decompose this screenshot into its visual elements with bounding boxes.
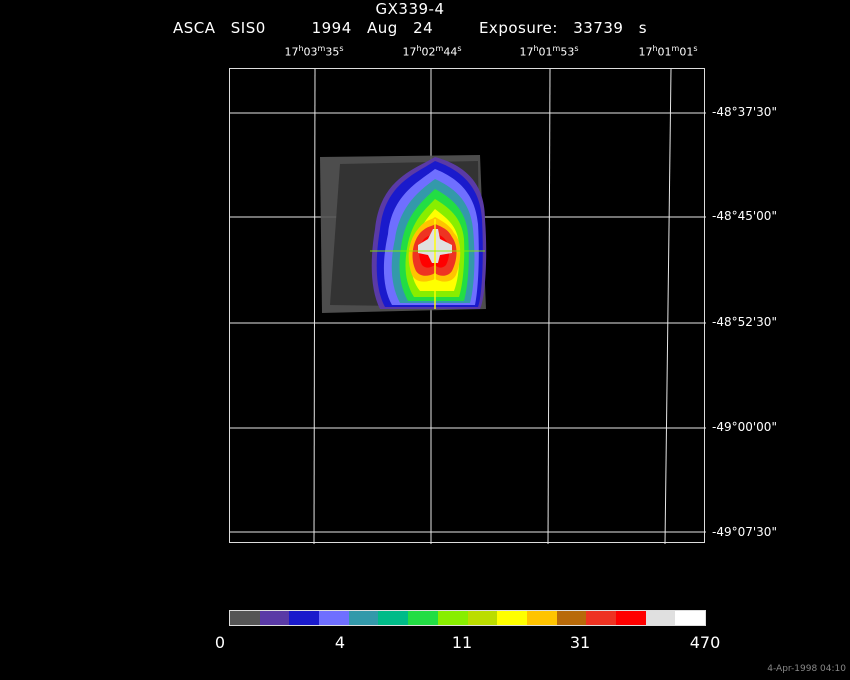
colorbar-segment [289, 611, 320, 625]
colorbar-label: 470 [689, 633, 721, 652]
ra-tick-label: 17h01m01s [638, 44, 698, 59]
colorbar-segment [319, 611, 349, 625]
colorbar-segment [437, 611, 468, 625]
colorbar-segment [526, 611, 557, 625]
colorbar-label: 31 [569, 633, 591, 652]
colorbar-segment [645, 611, 676, 625]
ra-tick-label: 17h03m35s [284, 44, 344, 59]
coordinate-grid [230, 69, 706, 544]
colorbar-segment [467, 611, 498, 625]
colorbar-segment [378, 611, 409, 625]
dec-tick-label: -49°07'30" [712, 525, 777, 539]
dec-tick-label: -49°00'00" [712, 420, 777, 434]
colorbar-segment [259, 611, 290, 625]
colorbar-segment [348, 611, 379, 625]
colorbar-label: 0 [214, 633, 226, 652]
ra-tick-label: 17h01m53s [519, 44, 579, 59]
colorbar-segment [556, 611, 587, 625]
colorbar-segment [586, 611, 616, 625]
colorbar-segment [230, 611, 260, 625]
dec-tick-label: -48°45'00" [712, 209, 777, 223]
timestamp: 4-Apr-1998 04:10 [767, 664, 846, 674]
dec-tick-label: -48°37'30" [712, 105, 777, 119]
colorbar-segment [408, 611, 438, 625]
dec-tick-label: -48°52'30" [712, 315, 777, 329]
colorbar-label: 4 [334, 633, 346, 652]
sky-image-frame [229, 68, 706, 544]
observation-info: ASCA SIS0 1994 Aug 24 Exposure: 33739 s [172, 19, 648, 37]
colorbar-segment [497, 611, 527, 625]
color-scale-bar [229, 610, 706, 626]
colorbar-segment [675, 611, 705, 625]
colorbar-label: 11 [451, 633, 473, 652]
image-title: GX339-4 [375, 0, 445, 18]
colorbar-segment [615, 611, 646, 625]
xray-source-image [320, 155, 487, 313]
ra-tick-label: 17h02m44s [402, 44, 462, 59]
